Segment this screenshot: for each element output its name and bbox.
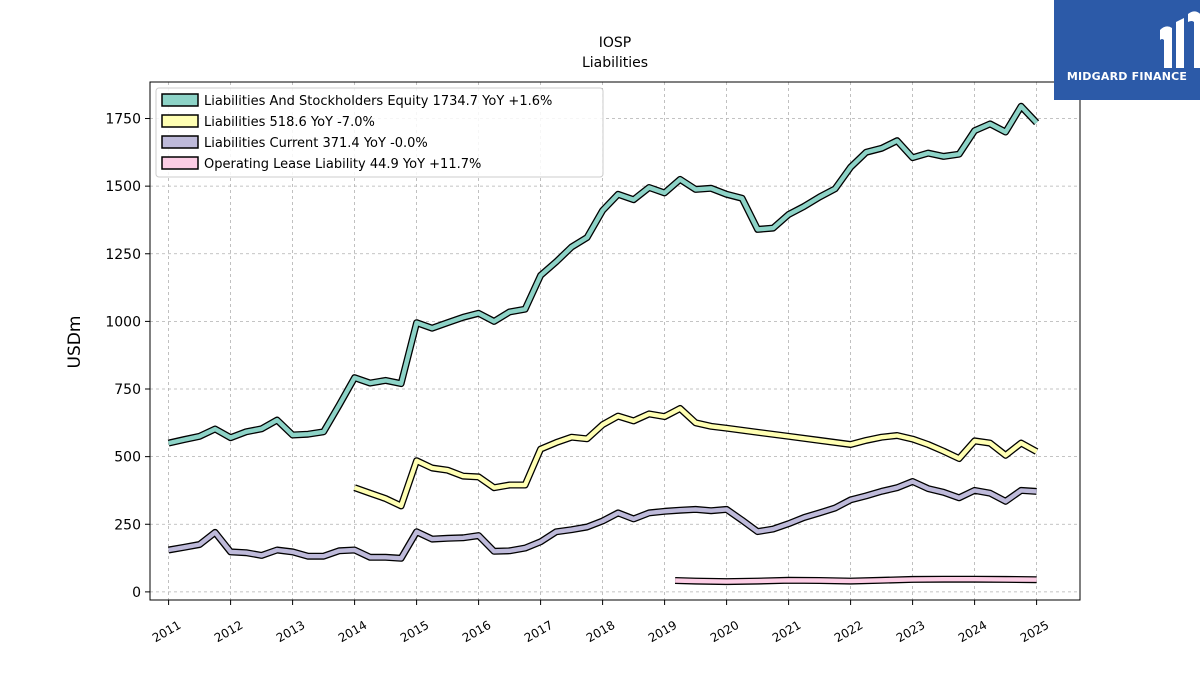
legend: Liabilities And Stockholders Equity 1734… (155, 87, 604, 178)
x-tick-label: 2014 (336, 618, 369, 645)
legend-entry: Operating Lease Liability 44.9 YoY +11.7… (204, 157, 481, 172)
legend-swatch (161, 93, 199, 107)
y-tick-label: 0 (132, 585, 141, 601)
y-tick-label: 1750 (105, 112, 141, 128)
y-tick-label: 500 (114, 450, 141, 466)
brand-mark-icon (1160, 11, 1200, 68)
x-tick-label: 2012 (212, 618, 245, 645)
legend-box (155, 87, 604, 178)
legend-swatch (161, 114, 199, 128)
axis-ticks: 0 250 500 750 1000 1250 1500 1750 2011 2012 2013 20… (105, 112, 1051, 646)
legend-swatch (161, 156, 199, 170)
series-stroke (168, 104, 1039, 446)
x-tick-label: 2019 (646, 618, 679, 645)
legend-entry: Liabilities Current 371.4 YoY -0.0% (204, 136, 428, 151)
series-line-1 (353, 405, 1039, 510)
series-stroke (675, 577, 1037, 584)
legend-swatch (161, 135, 199, 149)
x-tick-label: 2025 (1018, 618, 1051, 645)
x-tick-label: 2024 (956, 618, 989, 645)
y-tick-label: 1000 (105, 314, 141, 330)
series-layer (167, 102, 1040, 586)
x-tick-label: 2016 (460, 618, 493, 645)
x-tick-label: 2018 (584, 618, 617, 645)
series-stroke (168, 479, 1037, 561)
y-tick-label: 1500 (105, 179, 141, 195)
brand-logo: MIDGARD FINANCE (1054, 0, 1200, 100)
legend-entry: Liabilities And Stockholders Equity 1734… (204, 94, 552, 109)
series-line-0 (167, 102, 1040, 447)
chart-title: IOSP (599, 35, 631, 51)
plot-frame (149, 81, 1081, 601)
x-tick-label: 2013 (274, 618, 307, 645)
x-tick-label: 2023 (894, 618, 927, 645)
x-tick-label: 2022 (832, 618, 865, 645)
legend-entry: Liabilities 518.6 YoY -7.0% (204, 115, 375, 130)
x-tick-label: 2021 (770, 618, 803, 645)
brand-name: MIDGARD FINANCE (1066, 70, 1188, 83)
y-tick-label: 250 (114, 517, 141, 533)
y-tick-label: 750 (114, 382, 141, 398)
chart-subtitle: Liabilities (582, 55, 648, 71)
y-tick-label: 1250 (105, 247, 141, 263)
series-stroke (353, 406, 1038, 509)
x-tick-label: 2015 (398, 618, 431, 645)
x-tick-label: 2011 (150, 618, 183, 645)
y-axis-label: USDm (65, 316, 85, 369)
x-tick-label: 2020 (708, 618, 741, 645)
series-line-3 (674, 575, 1037, 586)
x-tick-label: 2017 (522, 618, 555, 645)
series-line-2 (167, 478, 1037, 562)
